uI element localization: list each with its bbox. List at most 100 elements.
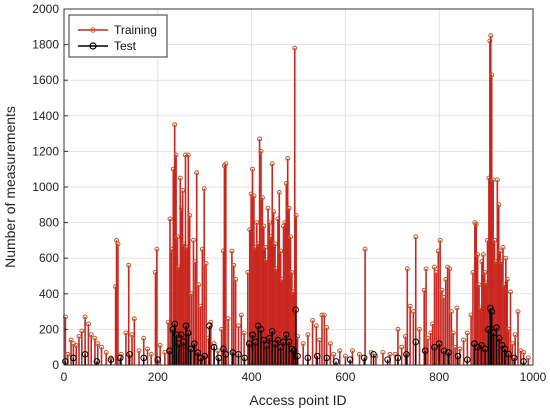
training-point [258,148,264,154]
training-point [85,321,91,327]
training-point [238,312,244,318]
test-point [495,335,503,342]
test-point [126,351,133,358]
training-point [82,314,88,320]
y-axis-ticks: 0 200 400 600 800 1000 1200 1400 1600 1800 2000 [32,2,68,372]
y-tick-label: 1600 [32,73,59,87]
training-point [177,175,183,181]
training-point [500,245,506,251]
training-point [425,335,431,341]
test-point [194,349,201,356]
y-tick-label: 600 [39,251,59,265]
training-point [254,220,260,226]
training-point [399,344,405,350]
training-point [144,346,150,352]
training-point [482,269,488,275]
training-point [182,152,188,158]
training-point [241,330,247,336]
training-point [423,266,429,272]
training-point [126,262,132,268]
x-tick-label: 400 [242,370,262,384]
training-point [300,341,306,347]
training-point [229,248,235,254]
training-point [208,319,214,325]
training-point [327,341,333,347]
y-tick-label: 1000 [32,180,59,194]
training-point [288,234,294,240]
training-point [154,246,160,252]
test-point [187,345,194,353]
y-tick-label: 800 [39,216,59,230]
test-point [510,354,518,362]
training-point [190,237,196,243]
training-point [265,205,271,211]
test-point [235,351,242,358]
test-point [257,326,265,333]
training-point [262,245,268,251]
y-tick-label: 0 [52,358,59,372]
y-tick-label: 1800 [32,38,59,52]
test-point [283,331,290,339]
training-point [95,341,101,347]
training-point [174,234,180,240]
test-point [471,340,478,347]
legend-training-label: Training [114,23,157,37]
training-point [103,350,109,356]
training-point [476,282,482,288]
training-point [73,342,79,348]
training-point [118,351,124,357]
training-point [447,266,453,272]
test-point [290,347,298,355]
training-point [473,221,479,227]
test-point [249,331,256,339]
test-point [206,322,213,330]
y-tick-label: 1400 [32,109,59,123]
training-point [487,38,493,44]
test-point [412,338,420,346]
training-point [305,332,311,338]
training-point [141,335,147,341]
training-point [480,252,486,258]
training-point [157,342,163,348]
training-point [387,351,393,357]
test-point [304,354,312,362]
test-point [487,304,494,312]
training-point [313,323,319,329]
training-point [395,326,401,332]
training-point [79,328,85,334]
test-point [197,354,205,362]
training-point [492,237,498,243]
x-tick-label: 1000 [520,370,547,384]
test-point [81,351,89,358]
training-point [172,122,178,128]
training-point [215,348,221,354]
training-point [92,335,98,341]
x-tick-label: 800 [429,370,449,384]
training-point [417,326,423,332]
training-point [196,282,202,288]
training-point [276,189,282,195]
training-point [223,161,229,167]
test-point [260,336,268,344]
training-point [289,269,295,275]
y-tick-label: 200 [39,322,59,336]
test-point [177,331,185,339]
training-point [310,318,316,323]
training-point [203,261,209,267]
training-point [525,355,531,361]
training-point [503,255,509,261]
training-point [187,212,193,218]
training-point [235,323,241,329]
test-point [222,351,230,358]
x-tick-label: 200 [148,370,168,384]
test-point [220,345,227,353]
training-point [136,348,142,354]
training-point [266,220,272,226]
training-point [337,348,343,354]
training-point [233,277,239,283]
training-point [448,309,454,315]
test-point [215,354,223,362]
training-point [68,337,74,343]
training-point [131,316,137,322]
